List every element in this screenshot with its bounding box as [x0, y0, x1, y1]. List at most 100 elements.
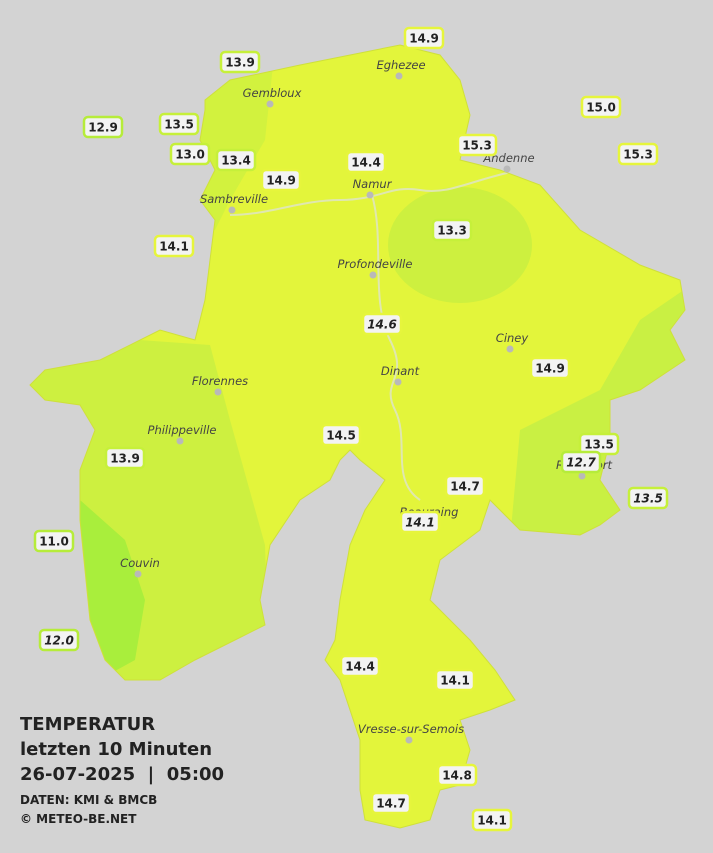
station-value: 14.9 [266, 174, 296, 188]
station-box [471, 808, 513, 832]
station-value: 12.7 [566, 456, 596, 470]
station-box [169, 142, 211, 166]
station-box [260, 168, 302, 192]
station-value: 13.5 [584, 438, 614, 452]
station-value: 14.8 [442, 769, 472, 783]
station: 13.0 [169, 142, 211, 166]
station-value: 15.0 [586, 101, 616, 115]
station-box [560, 450, 602, 474]
station-value: 14.6 [367, 318, 397, 332]
station-value: 14.7 [450, 480, 480, 494]
station-value: 14.1 [477, 814, 507, 828]
station-box [104, 446, 146, 470]
place-label: Philippeville [148, 423, 217, 437]
place-label: Namur [353, 177, 393, 191]
place-dot [578, 472, 586, 480]
legend-period: letzten 10 Minuten [20, 739, 212, 760]
station-box [370, 791, 412, 815]
station-box [403, 26, 445, 50]
station: 14.9 [529, 356, 571, 380]
station-box [345, 150, 387, 174]
place-dot [266, 100, 274, 108]
station-box [361, 312, 403, 336]
station-value: 15.3 [462, 139, 492, 153]
station: 13.9 [104, 446, 146, 470]
station: 15.3 [456, 133, 498, 157]
place-dot [405, 736, 413, 744]
station-value: 12.9 [88, 121, 118, 135]
place-label: Vresse-sur-Semois [358, 722, 464, 736]
station-box [219, 50, 261, 74]
station: 14.6 [361, 312, 403, 336]
place-label: Gembloux [243, 86, 302, 100]
legend-copyright: © METEO-BE.NET [20, 812, 137, 826]
station-box [529, 356, 571, 380]
place-dot [369, 271, 377, 279]
station-value: 14.5 [326, 429, 356, 443]
station-value: 14.1 [159, 240, 189, 254]
station-value: 13.0 [175, 148, 205, 162]
station-box [399, 510, 441, 534]
place-dot [503, 165, 511, 173]
station-value: 14.1 [440, 674, 470, 688]
station: 14.5 [320, 423, 362, 447]
legend-title: TEMPERATUR [20, 714, 155, 735]
station: 13.5 [158, 112, 200, 136]
station-value: 13.4 [221, 154, 251, 168]
station-box [456, 133, 498, 157]
station: 14.7 [370, 791, 412, 815]
station: 13.9 [219, 50, 261, 74]
place-dot [395, 72, 403, 80]
station: 15.3 [617, 142, 659, 166]
station-value: 15.3 [623, 148, 653, 162]
station: 14.1 [153, 234, 195, 258]
station-value: 13.5 [633, 492, 663, 506]
place-dot [506, 345, 514, 353]
station-box [38, 628, 80, 652]
station-box [215, 148, 257, 172]
place-dot [176, 437, 184, 445]
station: 13.5 [578, 432, 620, 456]
station-value: 13.9 [110, 452, 140, 466]
station: 14.9 [403, 26, 445, 50]
legend-datetime: 26-07-2025 | 05:00 [20, 764, 224, 785]
station-value: 13.3 [437, 224, 467, 238]
legend: TEMPERATUR letzten 10 Minuten 26-07-2025… [20, 714, 224, 826]
place-dot [394, 378, 402, 386]
place-label: Profondeville [338, 257, 413, 271]
station: 13.3 [431, 218, 473, 242]
station-box [153, 234, 195, 258]
station: 14.8 [436, 763, 478, 787]
place-label: Ciney [496, 331, 529, 345]
place-dot [228, 206, 236, 214]
station: 12.7 [560, 450, 602, 474]
station: 14.9 [260, 168, 302, 192]
station-value: 13.9 [225, 56, 255, 70]
station-box [617, 142, 659, 166]
station-value: 11.0 [39, 535, 69, 549]
station: 14.1 [471, 808, 513, 832]
station-box [82, 115, 124, 139]
station-box [580, 95, 622, 119]
station: 11.0 [33, 529, 75, 553]
place-label: Couvin [120, 556, 160, 570]
place-label: Dinant [381, 364, 420, 378]
station-box [434, 668, 476, 692]
place-label: Eghezee [376, 58, 425, 72]
station: 14.1 [434, 668, 476, 692]
station: 14.7 [444, 474, 486, 498]
station-box [444, 474, 486, 498]
place-dot [366, 191, 374, 199]
place-dot [134, 570, 142, 578]
station-box [320, 423, 362, 447]
station-value: 12.0 [44, 634, 74, 648]
station-value: 14.7 [376, 797, 406, 811]
station: 15.0 [580, 95, 622, 119]
station-box [33, 529, 75, 553]
station-box [431, 218, 473, 242]
station-box [339, 654, 381, 678]
station: 12.9 [82, 115, 124, 139]
station: 14.4 [345, 150, 387, 174]
station: 12.0 [38, 628, 80, 652]
place-label: Sambreville [200, 192, 268, 206]
